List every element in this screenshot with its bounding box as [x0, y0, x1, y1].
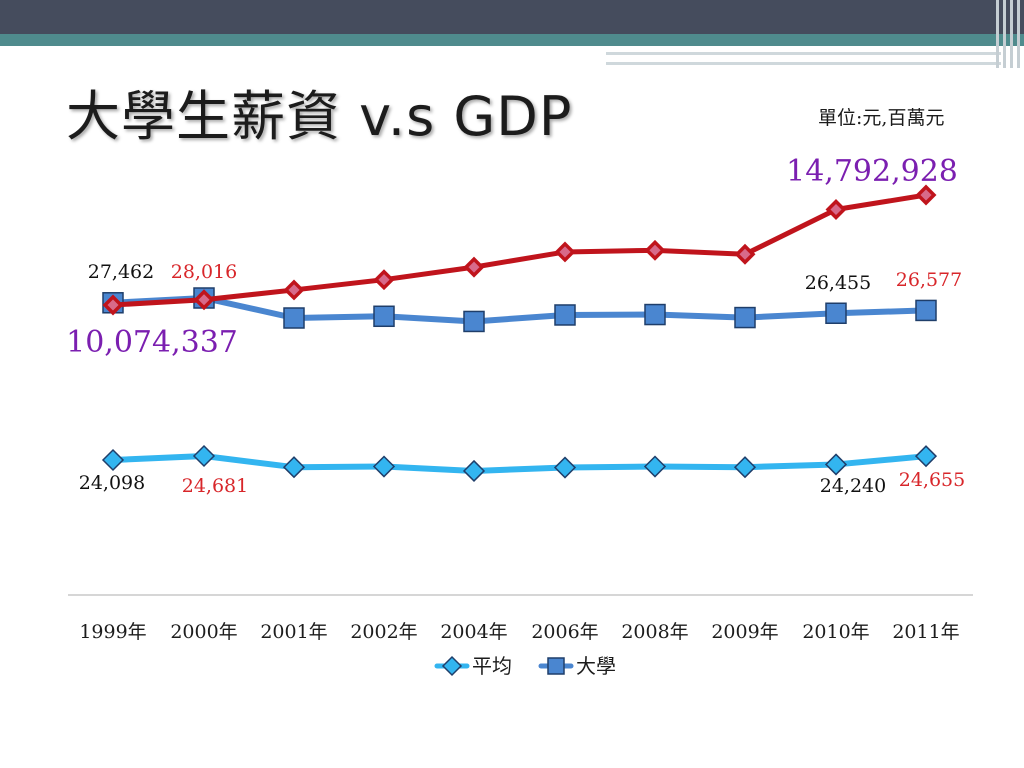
- x-tick-label: 2009年: [711, 621, 778, 643]
- data-label: 26,455: [805, 272, 871, 294]
- x-tick-label: 2006年: [531, 621, 598, 643]
- data-point: [193, 289, 215, 311]
- decor-stripe: [1003, 0, 1006, 68]
- header-accent-band: [0, 34, 1024, 46]
- unit-note: 單位:元,百萬元: [818, 107, 945, 129]
- decor-line: [606, 52, 1001, 55]
- data-point: [192, 444, 216, 468]
- data-point: [825, 302, 847, 325]
- data-point: [825, 199, 847, 220]
- line-chart: 1999年 2000年 2001年 2002年 2004年 2006年 2008年 2009年…: [66, 154, 973, 678]
- data-point: [282, 456, 306, 479]
- data-point: [644, 303, 666, 326]
- data-point: [373, 305, 395, 328]
- data-label: 28,016: [171, 261, 237, 283]
- data-label: 14,792,928: [786, 154, 958, 189]
- legend-marker: [547, 657, 565, 675]
- data-label: 24,098: [79, 472, 145, 494]
- data-point: [824, 453, 848, 476]
- x-tick-label: 2004年: [440, 621, 507, 643]
- x-tick-label: 2001年: [260, 621, 327, 643]
- data-label: 26,577: [896, 269, 962, 291]
- x-tick-label: 2011年: [892, 621, 959, 643]
- data-point: [372, 455, 396, 478]
- data-point: [102, 294, 124, 316]
- data-point: [463, 310, 485, 333]
- data-point: [914, 445, 938, 468]
- data-point: [644, 239, 666, 261]
- decor-stripe: [1010, 0, 1013, 68]
- data-label: 24,681: [182, 475, 248, 497]
- series-line-university: [110, 295, 929, 325]
- decor-stripe: [1017, 0, 1020, 68]
- decor-stripe: [996, 0, 999, 68]
- data-point: [643, 455, 667, 478]
- data-point: [283, 279, 305, 301]
- x-tick-label: 2008年: [621, 621, 688, 643]
- decor-line: [606, 62, 1001, 65]
- legend-marker: [441, 655, 463, 677]
- x-tick-label: 2000年: [170, 621, 237, 643]
- header-bar: [0, 0, 1024, 34]
- series-line-gdp: [110, 192, 929, 308]
- data-label: 24,240: [820, 475, 886, 497]
- data-point: [462, 459, 486, 483]
- data-point: [554, 241, 576, 263]
- data-point: [101, 448, 125, 472]
- data-point: [283, 307, 305, 329]
- data-point: [734, 306, 756, 329]
- x-tick-label: 2010年: [802, 621, 869, 643]
- data-point: [734, 243, 756, 265]
- data-point: [733, 456, 757, 479]
- legend-label: 平均: [472, 654, 512, 678]
- data-point: [554, 304, 576, 326]
- data-point: [553, 456, 577, 479]
- data-point: [373, 269, 395, 291]
- data-point: [915, 299, 937, 322]
- data-label: 27,462: [88, 261, 154, 283]
- data-point: [915, 184, 937, 206]
- series-line-average: [110, 453, 929, 474]
- data-label: 24,655: [899, 469, 965, 491]
- data-label: 10,074,337: [66, 325, 238, 360]
- legend-label: 大學: [576, 654, 616, 678]
- data-point: [463, 256, 485, 278]
- x-tick-label: 2002年: [350, 621, 417, 643]
- slide-title: 大學生薪資 v.s GDP: [66, 85, 573, 148]
- x-tick-label: 1999年: [79, 621, 146, 643]
